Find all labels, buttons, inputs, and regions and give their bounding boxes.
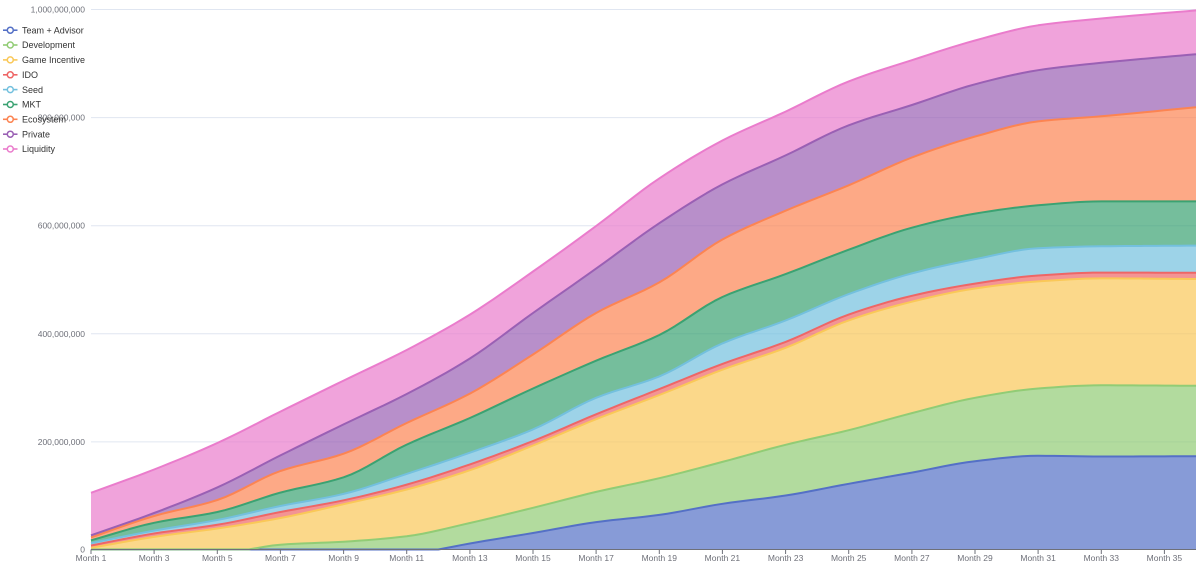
svg-text:Month 17: Month 17	[578, 553, 614, 563]
svg-text:Month 35: Month 35	[1147, 553, 1183, 563]
svg-text:Ecosystem: Ecosystem	[22, 115, 66, 125]
svg-text:800,000,000: 800,000,000	[38, 113, 86, 123]
svg-text:Month 1: Month 1	[76, 553, 107, 563]
svg-text:600,000,000: 600,000,000	[38, 221, 86, 231]
svg-text:Month 25: Month 25	[831, 553, 867, 563]
svg-text:Month 23: Month 23	[768, 553, 804, 563]
svg-text:0: 0	[80, 545, 85, 555]
svg-text:MKT: MKT	[22, 100, 42, 110]
svg-text:1,000,000,000: 1,000,000,000	[31, 5, 86, 15]
svg-text:Month 9: Month 9	[328, 553, 359, 563]
svg-text:Month 11: Month 11	[389, 553, 424, 563]
svg-text:IDO: IDO	[22, 70, 38, 80]
svg-text:Month 5: Month 5	[202, 553, 233, 563]
svg-text:Month 13: Month 13	[452, 553, 488, 563]
svg-text:Month 31: Month 31	[1020, 553, 1056, 563]
svg-text:Private: Private	[22, 129, 50, 139]
svg-text:Month 29: Month 29	[957, 553, 993, 563]
svg-text:Team + Advisor: Team + Advisor	[22, 25, 84, 35]
svg-text:Development: Development	[22, 40, 76, 50]
svg-text:Month 15: Month 15	[515, 553, 551, 563]
svg-text:400,000,000: 400,000,000	[38, 329, 86, 339]
svg-text:Liquidity: Liquidity	[22, 144, 56, 154]
svg-text:Seed: Seed	[22, 85, 43, 95]
svg-text:Month 19: Month 19	[642, 553, 678, 563]
svg-text:Month 3: Month 3	[139, 553, 170, 563]
svg-text:Month 33: Month 33	[1084, 553, 1120, 563]
svg-text:Month 7: Month 7	[265, 553, 296, 563]
svg-text:200,000,000: 200,000,000	[38, 437, 86, 447]
svg-text:Month 21: Month 21	[705, 553, 741, 563]
svg-text:Month 27: Month 27	[894, 553, 930, 563]
svg-text:Game Incentive: Game Incentive	[22, 55, 85, 65]
